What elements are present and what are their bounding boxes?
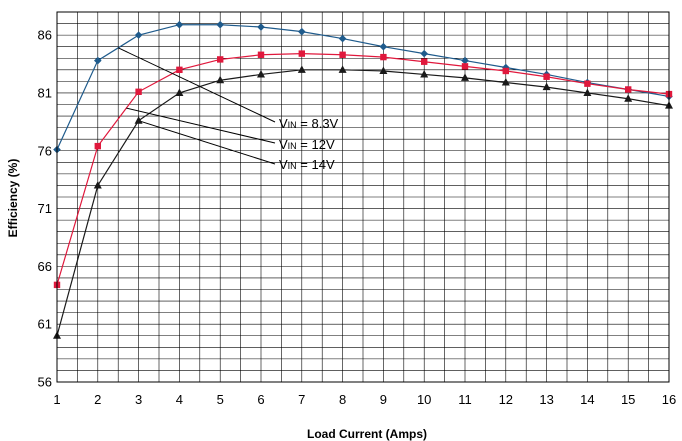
marker-vin_12: [625, 86, 632, 93]
leader-line-vin_8_3: [117, 47, 276, 123]
marker-vin_8_3: [338, 34, 347, 43]
x-tick-label: 4: [176, 392, 183, 407]
marker-vin_8_3: [298, 27, 306, 36]
x-tick-label: 9: [380, 392, 387, 407]
marker-vin_14: [420, 69, 429, 78]
y-tick-label: 61: [38, 317, 52, 332]
leader-line-vin_12: [126, 107, 276, 144]
x-axis-title: Load Current (Amps): [307, 427, 427, 441]
annotation-vin-12: VIN = 12V: [279, 137, 335, 152]
x-tick-label: 7: [298, 392, 305, 407]
marker-vin_12: [257, 51, 265, 58]
marker-vin_8_3: [134, 31, 143, 39]
marker-vin_14: [175, 88, 184, 96]
marker-vin_14: [297, 65, 306, 73]
marker-vin_12: [339, 51, 346, 58]
y-axis-title: Efficiency (%): [6, 159, 20, 238]
marker-vin_14: [583, 88, 592, 96]
x-tick-label: 5: [217, 392, 224, 407]
series-line-vin_14: [56, 69, 670, 336]
x-tick-label: 10: [417, 392, 431, 407]
grid-lines: [56, 11, 670, 383]
marker-vin_12: [94, 142, 101, 150]
y-tick-label: 81: [38, 85, 52, 100]
marker-vin_8_3: [257, 23, 265, 31]
marker-vin_12: [217, 56, 224, 63]
marker-vin_12: [584, 80, 591, 87]
marker-vin_12: [461, 63, 469, 70]
series-lines: [56, 24, 670, 336]
x-tick-label: 12: [499, 392, 513, 407]
marker-vin_14: [542, 82, 551, 91]
y-tick-label: 71: [38, 201, 52, 216]
plot-frame: [56, 11, 670, 383]
marker-vin_14: [461, 73, 469, 81]
marker-vin_12: [176, 66, 183, 74]
annotation-vin-8-3: VIN = 8.3V: [279, 116, 339, 131]
marker-vin_12: [380, 53, 387, 61]
marker-vin_12: [502, 67, 509, 75]
marker-vin_8_3: [94, 56, 102, 65]
leader-line-vin_14: [138, 120, 276, 165]
marker-vin_8_3: [379, 42, 388, 51]
marker-vin_14: [624, 94, 633, 102]
x-tick-label: 1: [53, 392, 60, 407]
y-tick-labels: 56 61 66 71 76 81 86: [38, 28, 52, 390]
marker-vin_12: [135, 88, 142, 95]
series-line-vin_12: [56, 53, 670, 286]
y-tick-label: 66: [38, 259, 52, 274]
marker-vin_14: [257, 69, 265, 78]
marker-vin_14: [216, 75, 225, 84]
x-tick-label: 6: [257, 392, 264, 407]
x-tick-label: 2: [94, 392, 101, 407]
x-tick-label: 13: [539, 392, 553, 407]
marker-vin_14: [134, 116, 143, 124]
x-tick-label: 15: [621, 392, 635, 407]
marker-vin_14: [379, 66, 388, 74]
marker-vin_8_3: [175, 20, 184, 29]
marker-vin_12: [421, 58, 428, 65]
annotations: VIN = 8.3V VIN = 12V VIN = 14V: [279, 116, 339, 172]
marker-vin_12: [543, 73, 550, 80]
marker-vin_14: [338, 65, 347, 73]
x-tick-label: 11: [458, 392, 472, 407]
x-tick-label: 14: [580, 392, 594, 407]
y-tick-label: 76: [38, 143, 52, 158]
y-tick-label: 86: [38, 28, 52, 43]
marker-vin_12: [298, 50, 305, 57]
marker-vin_14: [93, 180, 102, 189]
marker-vin_8_3: [420, 49, 428, 58]
x-tick-label: 8: [339, 392, 346, 407]
series-line-vin_8_3: [56, 24, 670, 150]
marker-vin_14: [501, 78, 510, 86]
marker-vin_8_3: [461, 56, 469, 65]
marker-vin_8_3: [216, 20, 224, 29]
x-tick-label: 16: [662, 392, 676, 407]
annotation-leaders: [117, 47, 276, 165]
annotation-vin-14: VIN = 14V: [279, 157, 335, 172]
x-tick-labels: 1 2 3 4 5 6 7 8 9 10 11 12 13 14 15 16: [53, 392, 676, 407]
x-tick-label: 3: [135, 392, 142, 407]
y-tick-label: 56: [38, 375, 52, 390]
